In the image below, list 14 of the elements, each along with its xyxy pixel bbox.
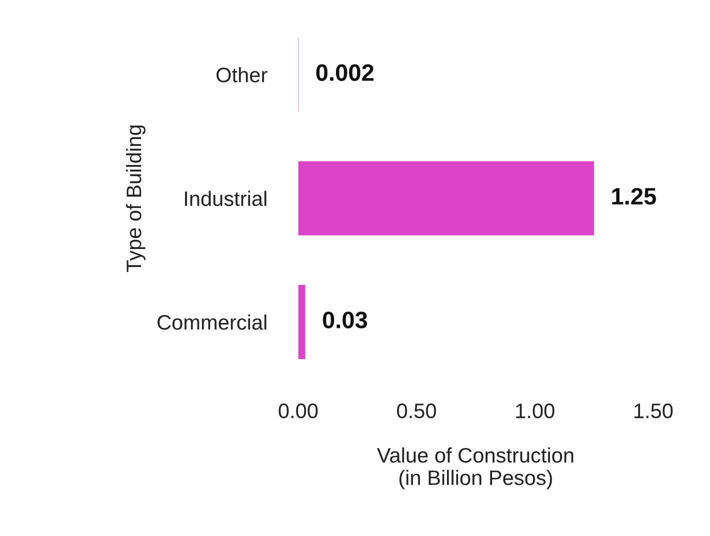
- y-tick-label: Other: [216, 67, 268, 82]
- bar: [298, 161, 594, 236]
- data-label: 0.002: [316, 64, 374, 81]
- x-axis-title: Value of Construction (in Billion Pesos): [376, 447, 574, 490]
- bar: [298, 284, 306, 360]
- y-axis-title: Type of Building: [126, 126, 146, 272]
- x-tick-label: 1.00: [516, 404, 554, 418]
- x-tick-label: 0.00: [278, 404, 318, 418]
- y-tick-label: Industrial: [185, 190, 266, 206]
- x-tick-label: 0.50: [397, 404, 436, 418]
- data-label: 0.03: [322, 312, 368, 328]
- data-label: 1.25: [612, 188, 656, 205]
- y-tick-label: Commercial: [158, 314, 266, 330]
- x-tick-label: 1.50: [634, 404, 673, 418]
